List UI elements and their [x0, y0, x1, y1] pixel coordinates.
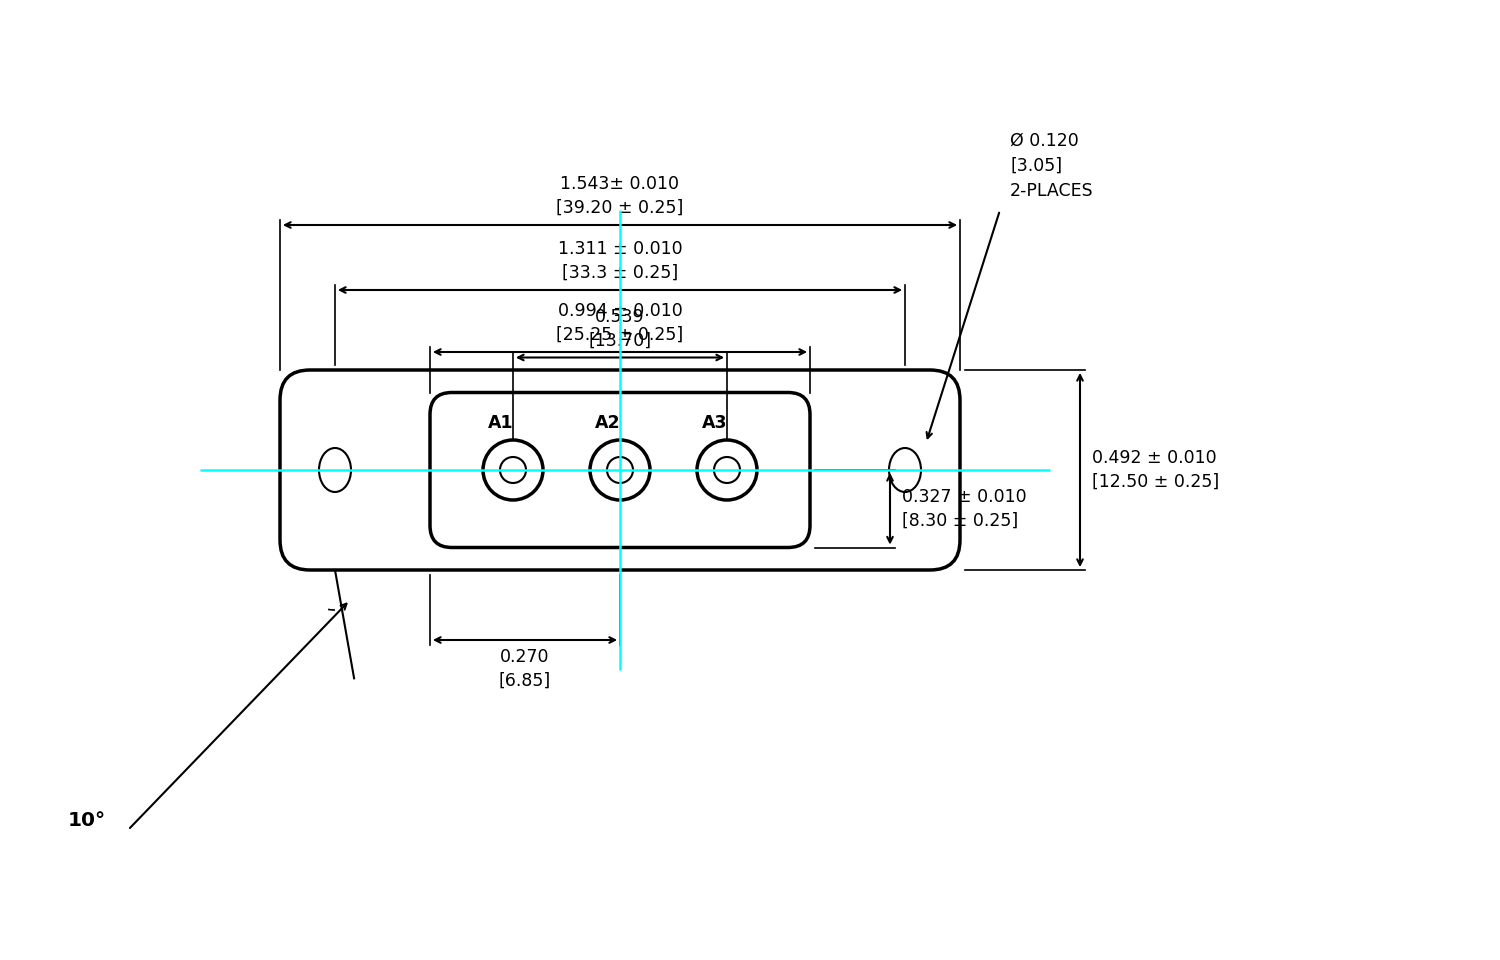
Text: 0.539
[13.70]: 0.539 [13.70]: [588, 308, 651, 349]
Text: 0.492 ± 0.010
[12.50 ± 0.25]: 0.492 ± 0.010 [12.50 ± 0.25]: [1092, 449, 1220, 491]
Text: A2: A2: [596, 414, 621, 432]
Text: A3: A3: [702, 414, 727, 432]
Text: 0.270
[6.85]: 0.270 [6.85]: [500, 648, 550, 689]
Text: 1.311 ± 0.010
[33.3 ± 0.25]: 1.311 ± 0.010 [33.3 ± 0.25]: [558, 240, 682, 282]
Text: 10°: 10°: [68, 810, 106, 829]
Text: 0.327 ± 0.010
[8.30 ± 0.25]: 0.327 ± 0.010 [8.30 ± 0.25]: [902, 488, 1026, 530]
Text: 0.994 ± 0.010
[25.25 ± 0.25]: 0.994 ± 0.010 [25.25 ± 0.25]: [556, 302, 684, 344]
Text: Ø 0.120
[3.05]
2-PLACES: Ø 0.120 [3.05] 2-PLACES: [1010, 132, 1094, 200]
Text: A1: A1: [488, 414, 513, 432]
Text: 1.543± 0.010
[39.20 ± 0.25]: 1.543± 0.010 [39.20 ± 0.25]: [556, 176, 684, 217]
